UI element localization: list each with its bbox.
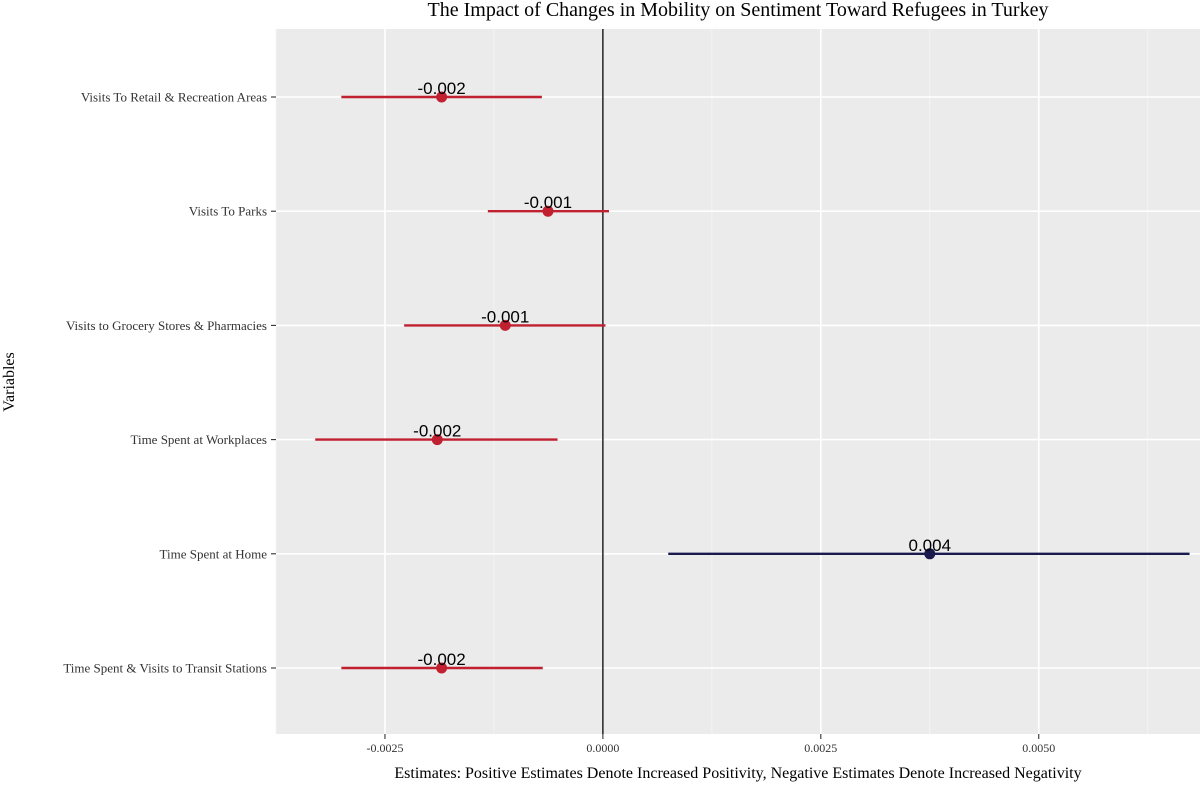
- estimate-label: -0.002: [418, 79, 466, 98]
- estimate-label: -0.001: [481, 307, 529, 326]
- estimate-point: [431, 434, 443, 446]
- estimate-label: 0.004: [909, 536, 952, 555]
- y-tick-label: Time Spent at Home: [160, 546, 268, 561]
- estimate-point: [542, 205, 554, 217]
- estimate-point: [436, 91, 448, 103]
- y-tick-label: Visits To Parks: [189, 204, 267, 219]
- estimate-point: [924, 548, 936, 560]
- estimate-label: -0.002: [413, 422, 461, 441]
- y-axis: Visits To Retail & Recreation Areas Visit…: [63, 90, 276, 676]
- plot-panel: [276, 29, 1200, 734]
- x-axis-title: Estimates: Positive Estimates Denote Inc…: [394, 765, 1081, 782]
- y-tick-label: Visits To Retail & Recreation Areas: [81, 90, 267, 105]
- estimate-point: [499, 319, 511, 331]
- x-axis: -0.0025 0.0000 0.0025 0.0050: [366, 734, 1055, 755]
- data-marks: -0.002 -0.001 -0.001 -0.002 0.004 -0.002: [315, 79, 1190, 674]
- y-tick-label: Time Spent at Workplaces: [130, 432, 267, 447]
- x-tick-label: 0.0025: [804, 741, 837, 755]
- x-tick-label: 0.0050: [1022, 741, 1055, 755]
- estimate-point: [436, 662, 448, 674]
- y-tick-label: Time Spent & Visits to Transit Stations: [63, 661, 267, 676]
- y-tick-label: Visits to Grocery Stores & Pharmacies: [66, 318, 267, 333]
- chart-title: The Impact of Changes in Mobility on Sen…: [428, 0, 1049, 21]
- estimate-label: -0.001: [524, 193, 572, 212]
- x-tick-label: 0.0000: [586, 741, 619, 755]
- x-tick-label: -0.0025: [366, 741, 403, 755]
- y-axis-title: Variables: [1, 352, 18, 412]
- estimate-label: -0.002: [418, 650, 466, 669]
